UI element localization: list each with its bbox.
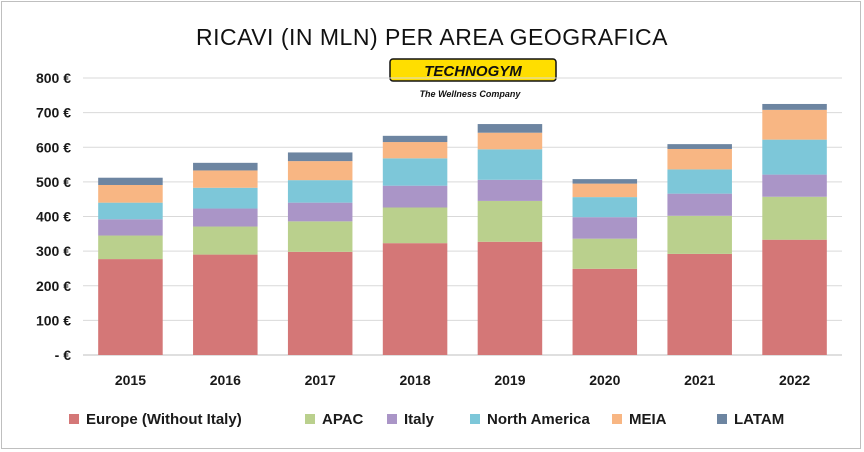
bar-segment-latam	[98, 177, 163, 185]
x-axis-ticks: 2015 2016 2017 2018 2019 2020 2021 2022	[115, 372, 810, 388]
logo-badge	[389, 58, 557, 82]
bar-segment-meia	[667, 148, 732, 170]
bar-segment-europe-without-italy	[762, 239, 827, 355]
x-tick-label: 2017	[305, 372, 336, 388]
bar-segment-latam	[193, 162, 258, 171]
legend-label: Europe (Without Italy)	[86, 411, 242, 428]
bar-segment-latam	[382, 135, 448, 143]
logo-tagline: The Wellness Company	[420, 89, 522, 99]
y-tick-label: 600 €	[36, 139, 71, 155]
bar-segment-meia	[477, 132, 543, 150]
legend-label: North America	[487, 411, 590, 428]
bar-segment-north-america	[762, 139, 827, 175]
legend: Europe (Without Italy) APAC Italy North Ame…	[69, 411, 784, 428]
x-tick-label: 2018	[399, 372, 430, 388]
bar-segment-italy	[98, 219, 163, 236]
legend-swatch	[387, 414, 397, 424]
y-tick-label: - €	[55, 347, 72, 363]
y-tick-label: 700 €	[36, 105, 71, 121]
y-tick-label: 400 €	[36, 209, 71, 225]
bar-segment-apac	[287, 221, 353, 252]
legend-swatch	[717, 414, 727, 424]
bar-segment-apac	[382, 207, 448, 244]
bar-segment-north-america	[193, 187, 258, 209]
bar-segment-europe-without-italy	[98, 259, 163, 355]
y-tick-label: 300 €	[36, 243, 71, 259]
y-tick-label: 100 €	[36, 312, 71, 328]
bar-segment-apac	[762, 196, 827, 240]
bar-segment-north-america	[287, 180, 353, 203]
bar-segment-apac	[477, 200, 543, 242]
bar-segment-north-america	[667, 169, 732, 194]
chart-title: RICAVI (IN MLN) PER AREA GEOGRAFICA	[196, 24, 668, 50]
bar-segment-latam	[667, 144, 732, 149]
x-tick-label: 2016	[210, 372, 241, 388]
legend-swatch	[612, 414, 622, 424]
bar-segment-north-america	[572, 197, 638, 218]
bar-segment-europe-without-italy	[193, 254, 258, 355]
logo-wordmark: TECHNOGYM	[424, 63, 522, 80]
bar-segment-italy	[193, 208, 258, 227]
bar-segment-latam	[477, 124, 543, 133]
bar-segment-meia	[382, 142, 448, 159]
bar-segment-apac	[98, 235, 163, 260]
bar-segment-italy	[572, 217, 638, 239]
legend-swatch	[69, 414, 79, 424]
bar-segment-meia	[572, 183, 638, 198]
bar-segment-meia	[762, 109, 827, 140]
y-tick-label: 500 €	[36, 174, 71, 190]
legend-label: Italy	[404, 411, 435, 428]
bar-segment-north-america	[382, 158, 448, 186]
bar-segment-meia	[193, 170, 258, 188]
bar-segment-europe-without-italy	[572, 268, 638, 355]
bar-segment-europe-without-italy	[287, 251, 353, 355]
y-axis-ticks: - € 100 € 200 € 300 € 400 € 500 € 600 € 700 € 80…	[36, 70, 71, 363]
legend-swatch	[305, 414, 315, 424]
technogym-logo: TECHNOGYM The Wellness Company	[389, 58, 557, 99]
x-tick-label: 2019	[494, 372, 525, 388]
bar-segment-italy	[382, 185, 448, 208]
legend-label: APAC	[322, 411, 364, 428]
bar-segment-italy	[762, 174, 827, 197]
bar-segment-meia	[98, 184, 163, 203]
bar-segment-latam	[762, 103, 827, 110]
bar-segment-latam	[572, 179, 638, 184]
bar-segment-meia	[287, 161, 353, 181]
bar-segment-europe-without-italy	[667, 253, 732, 355]
x-tick-label: 2020	[589, 372, 620, 388]
x-tick-label: 2015	[115, 372, 146, 388]
legend-label: MEIA	[629, 411, 667, 428]
x-tick-label: 2021	[684, 372, 715, 388]
bar-segment-north-america	[477, 149, 543, 180]
bar-segment-italy	[667, 193, 732, 216]
bar-segment-europe-without-italy	[477, 241, 543, 355]
x-tick-label: 2022	[779, 372, 810, 388]
bar-segment-latam	[287, 152, 353, 162]
bar-segment-italy	[477, 179, 543, 201]
bar-segment-italy	[287, 202, 353, 222]
bar-segment-north-america	[98, 202, 163, 220]
y-tick-label: 800 €	[36, 70, 71, 86]
y-tick-label: 200 €	[36, 278, 71, 294]
legend-label: LATAM	[734, 411, 784, 428]
legend-swatch	[470, 414, 480, 424]
bar-segment-apac	[667, 215, 732, 254]
bar-segment-apac	[193, 226, 258, 255]
bars	[98, 103, 827, 355]
bar-segment-apac	[572, 238, 638, 269]
bar-segment-europe-without-italy	[382, 243, 448, 355]
